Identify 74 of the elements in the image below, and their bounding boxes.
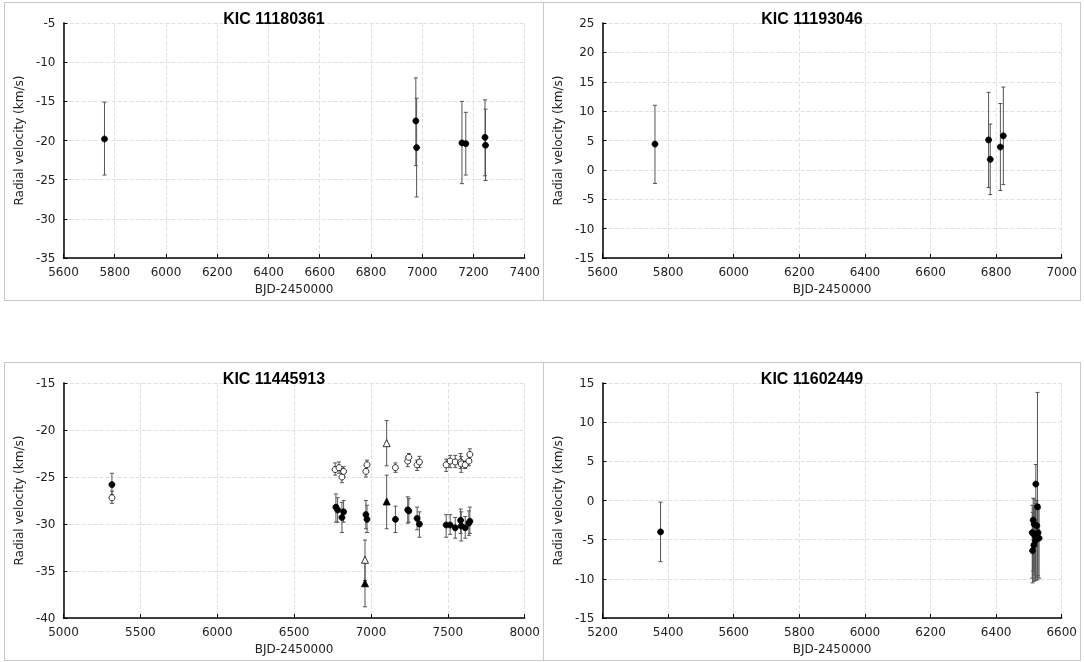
y-tick-label: 10: [579, 104, 595, 119]
x-tick-label: 6200: [915, 625, 946, 640]
y-tick-label: -10: [574, 221, 595, 236]
y-tick-label: -15: [35, 94, 56, 109]
x-tick-label: 5800: [652, 265, 684, 280]
x-tick-label: 8000: [509, 625, 540, 640]
y-axis-title: Radial velocity (km/s): [551, 75, 565, 206]
y-tick-label: -30: [35, 517, 56, 532]
x-tick-label: 7000: [355, 625, 387, 640]
x-tick-label: 6400: [980, 625, 1012, 640]
x-tick-label: 5400: [652, 625, 684, 640]
y-tick-label: -5: [43, 16, 56, 30]
y-tick-label: 25: [579, 16, 595, 30]
y-tick-label: -15: [574, 251, 595, 266]
y-tick-label: -5: [582, 192, 595, 207]
chart-title: KIC 11180361: [223, 9, 325, 27]
x-axis-title: BJD-2450000: [254, 282, 334, 296]
y-tick-label: -10: [574, 571, 595, 586]
x-tick-label: 7200: [458, 265, 489, 280]
y-tick-label: 15: [579, 74, 595, 89]
x-tick-label: 7000: [406, 265, 438, 280]
x-axis-title: BJD-2450000: [792, 642, 872, 656]
x-tick-label: 7500: [432, 625, 464, 640]
x-tick-label: 7000: [1046, 265, 1077, 280]
x-tick-label: 5600: [48, 265, 79, 280]
x-tick-label: 6600: [304, 265, 336, 280]
y-tick-label: 5: [586, 454, 595, 469]
x-tick-label: 6600: [1046, 625, 1077, 640]
x-tick-label: 6800: [980, 265, 1012, 280]
y-tick-label: -15: [35, 376, 56, 390]
y-tick-label: 0: [586, 162, 595, 177]
y-tick-label: -25: [35, 470, 56, 485]
x-tick-label: 5800: [99, 265, 131, 280]
x-axis-title: BJD-2450000: [254, 642, 334, 656]
x-tick-label: 6200: [201, 265, 233, 280]
y-axis-title: Radial velocity (km/s): [551, 435, 565, 566]
y-tick-label: -10: [35, 55, 56, 70]
y-tick-label: -20: [35, 133, 56, 148]
y-tick-label: 20: [579, 45, 595, 60]
x-tick-label: 5600: [718, 625, 749, 640]
y-tick-label: -15: [574, 611, 595, 626]
x-tick-label: 5600: [587, 265, 618, 280]
y-tick-label: 10: [579, 415, 595, 430]
x-tick-label: 6000: [201, 625, 233, 640]
x-tick-label: 6500: [278, 625, 310, 640]
chart-title: KIC 11445913: [222, 369, 326, 387]
x-tick-label: 7400: [509, 265, 540, 280]
y-tick-label: -5: [582, 532, 595, 547]
x-tick-label: 6400: [253, 265, 284, 280]
y-tick-label: -35: [35, 251, 56, 266]
x-tick-label: 6400: [849, 265, 881, 280]
x-tick-label: 6600: [915, 265, 946, 280]
x-axis-title: BJD-2450000: [792, 282, 872, 296]
y-tick-label: -30: [35, 211, 56, 226]
y-axis-title: Radial velocity (km/s): [12, 75, 26, 206]
x-tick-label: 5000: [48, 625, 79, 640]
y-tick-label: -35: [35, 564, 56, 579]
y-axis-title: Radial velocity (km/s): [12, 435, 26, 566]
chart-title: KIC 11602449: [760, 369, 864, 387]
x-tick-label: 6200: [784, 265, 815, 280]
x-tick-label: 5500: [125, 625, 156, 640]
y-tick-label: 15: [579, 376, 595, 390]
y-tick-label: 0: [586, 493, 595, 508]
y-tick-label: -25: [35, 172, 56, 187]
x-tick-label: 6000: [849, 625, 881, 640]
x-tick-label: 6000: [718, 265, 749, 280]
y-tick-label: 5: [586, 133, 595, 148]
y-tick-label: -40: [35, 611, 56, 626]
y-tick-label: -20: [35, 423, 56, 438]
x-tick-label: 5200: [587, 625, 618, 640]
x-tick-label: 6800: [355, 265, 387, 280]
x-tick-label: 6000: [150, 265, 182, 280]
x-tick-label: 5800: [784, 625, 815, 640]
chart-title: KIC 11193046: [761, 9, 863, 27]
